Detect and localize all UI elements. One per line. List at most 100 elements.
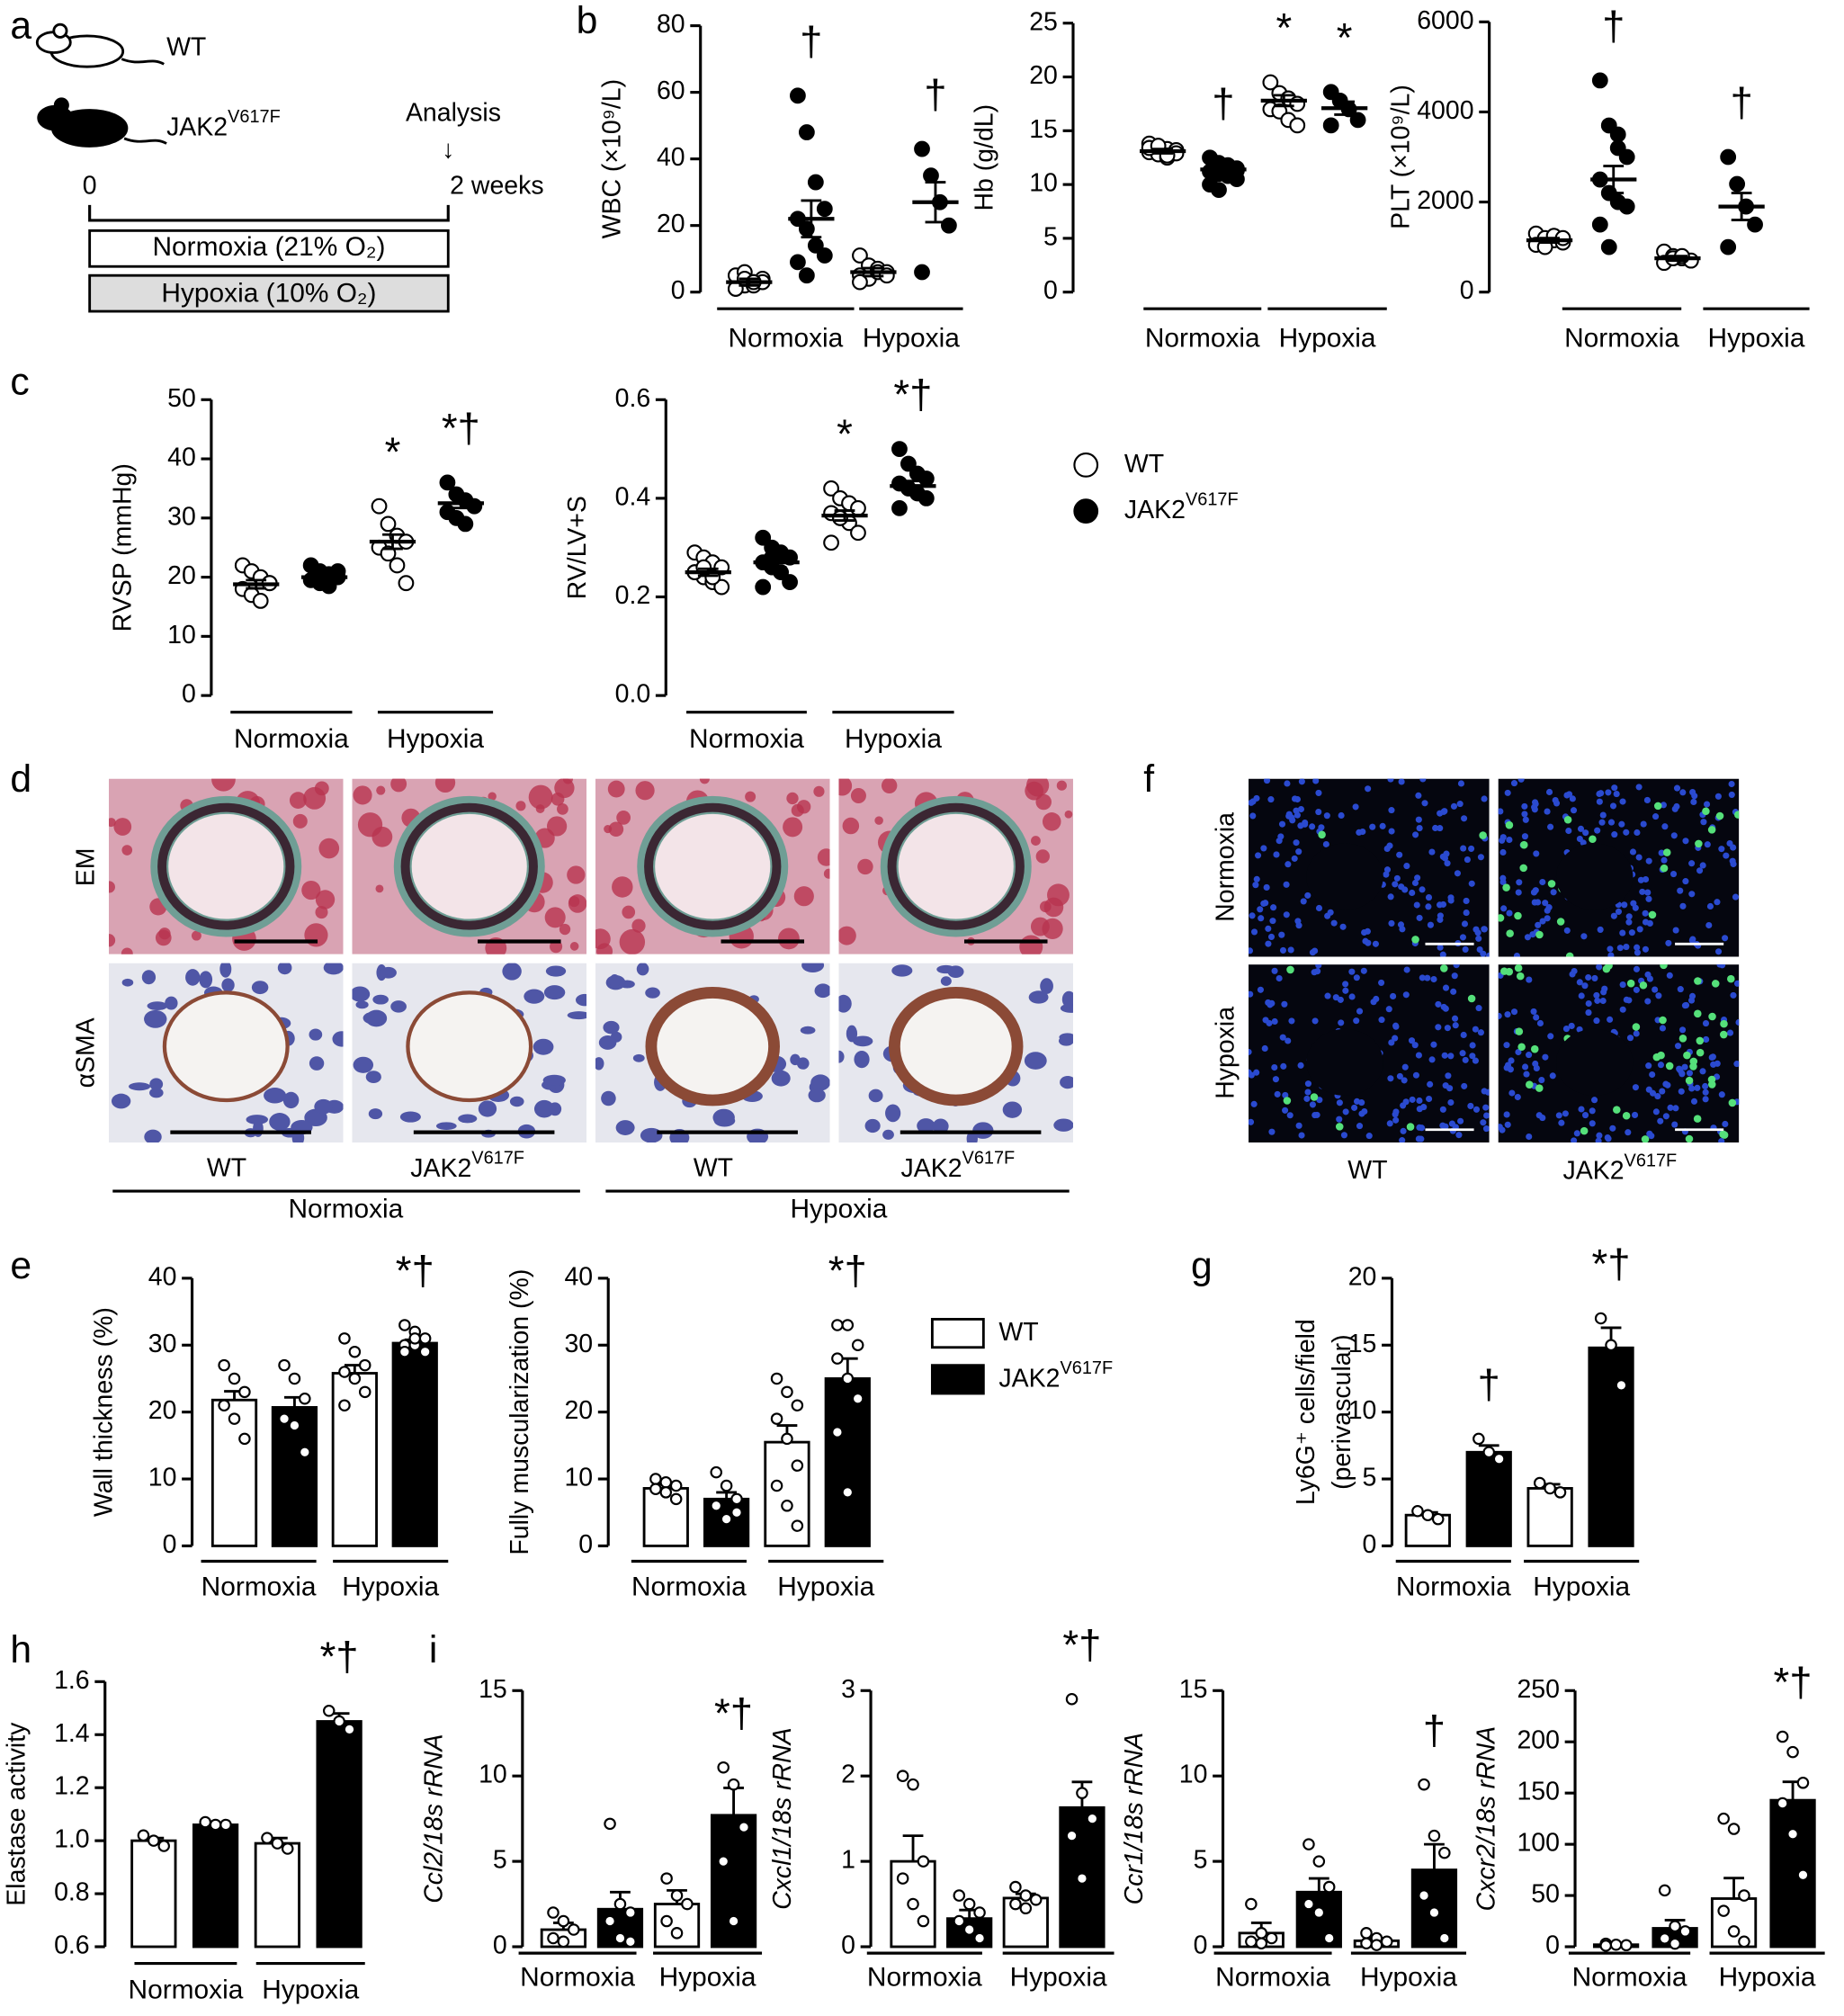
micrograph bbox=[838, 963, 1073, 1142]
nucleus bbox=[1569, 971, 1576, 978]
y-tick-label: 20 bbox=[1348, 1262, 1377, 1291]
nucleus bbox=[1249, 1048, 1252, 1055]
nucleus bbox=[800, 1026, 816, 1035]
y-tick-label: 50 bbox=[1531, 1880, 1560, 1909]
nucleus bbox=[1652, 813, 1660, 820]
group-label: Hypoxia bbox=[845, 724, 942, 754]
nucleus bbox=[632, 1053, 645, 1062]
nucleus bbox=[603, 1020, 620, 1035]
nucleus bbox=[1696, 867, 1704, 874]
cell bbox=[838, 778, 853, 796]
group-label: Normoxia bbox=[520, 1962, 635, 1992]
nucleus bbox=[1439, 1122, 1446, 1129]
data-point bbox=[408, 1332, 422, 1345]
nucleus bbox=[1304, 1080, 1311, 1088]
nucleus bbox=[1401, 1077, 1408, 1084]
nucleus bbox=[1591, 1097, 1598, 1104]
y-tick-label: 15 bbox=[1348, 1330, 1377, 1358]
data-point bbox=[1312, 1906, 1326, 1919]
nucleus bbox=[1539, 918, 1546, 925]
cell bbox=[631, 918, 646, 933]
group-label: Normoxia bbox=[1145, 323, 1260, 353]
y-tick-label: 20 bbox=[167, 561, 196, 590]
nucleus bbox=[1523, 1071, 1530, 1078]
data-point bbox=[1255, 1927, 1268, 1940]
data-point bbox=[1428, 1829, 1441, 1842]
nucleus bbox=[1522, 816, 1529, 823]
data-point bbox=[907, 1897, 919, 1911]
nucleus bbox=[1633, 1030, 1640, 1037]
nucleus bbox=[1293, 811, 1301, 819]
ly6g-cell bbox=[1728, 1098, 1737, 1107]
data-point bbox=[1605, 1339, 1617, 1352]
data-point bbox=[1322, 117, 1339, 134]
data-point bbox=[1678, 1925, 1692, 1938]
significance: *† bbox=[893, 372, 932, 417]
cell bbox=[544, 907, 566, 928]
data-point bbox=[953, 1889, 966, 1902]
cell bbox=[1025, 781, 1043, 801]
ly6g-cell bbox=[1657, 1051, 1665, 1060]
nucleus bbox=[567, 1011, 587, 1020]
nucleus bbox=[1549, 1072, 1556, 1080]
nucleus bbox=[1576, 979, 1583, 986]
error-bar bbox=[1424, 1842, 1445, 1870]
nucleus bbox=[1424, 974, 1431, 981]
nucleus bbox=[1688, 936, 1696, 944]
nucleus bbox=[1455, 1132, 1463, 1139]
nucleus bbox=[1482, 1104, 1490, 1111]
y-tick-label: 10 bbox=[148, 1464, 177, 1492]
nucleus bbox=[1547, 823, 1554, 830]
arrow: ↓ bbox=[442, 136, 454, 165]
data-point bbox=[1544, 1482, 1556, 1495]
group-label: Hypoxia bbox=[1360, 1962, 1457, 1992]
nucleus bbox=[1439, 951, 1446, 957]
data-point bbox=[730, 1492, 743, 1506]
nucleus bbox=[1297, 805, 1305, 813]
nucleus bbox=[1309, 823, 1316, 830]
nucleus bbox=[1642, 918, 1650, 926]
nucleus bbox=[1428, 1056, 1436, 1063]
nucleus bbox=[598, 1035, 617, 1050]
nucleus bbox=[1536, 1019, 1544, 1027]
ly6g-cell bbox=[1556, 918, 1565, 926]
nucleus bbox=[1249, 812, 1257, 820]
group-label: Normoxia bbox=[1564, 323, 1679, 353]
nucleus bbox=[1593, 991, 1600, 999]
nucleus bbox=[1311, 1017, 1319, 1025]
nucleus bbox=[1674, 1043, 1682, 1050]
data-point bbox=[798, 267, 815, 284]
data-point bbox=[1591, 72, 1608, 89]
nucleus bbox=[1504, 1011, 1511, 1018]
cell bbox=[1056, 780, 1067, 791]
nucleus bbox=[1499, 1126, 1506, 1133]
ly6g-cell bbox=[1580, 1126, 1589, 1135]
legend-marker bbox=[1073, 498, 1099, 524]
nucleus bbox=[355, 1000, 369, 1009]
y-tick-label: 0.6 bbox=[54, 1931, 90, 1960]
error-bar bbox=[450, 497, 471, 510]
panel-label: a bbox=[10, 4, 31, 48]
nucleus bbox=[1643, 875, 1650, 883]
nucleus bbox=[1469, 1053, 1476, 1060]
data-point bbox=[557, 1914, 570, 1928]
data-point bbox=[228, 1412, 241, 1425]
nucleus bbox=[1271, 967, 1278, 974]
data-point bbox=[816, 201, 833, 218]
nucleus bbox=[1678, 1088, 1685, 1095]
error-bar bbox=[902, 1834, 924, 1862]
nucleus bbox=[1356, 1008, 1364, 1015]
ly6g-cell bbox=[1641, 1135, 1650, 1142]
data-point bbox=[1262, 74, 1279, 91]
data-point bbox=[755, 529, 772, 546]
vessel bbox=[888, 987, 1024, 1107]
group-label: Hypoxia bbox=[1279, 323, 1376, 353]
nucleus bbox=[1655, 992, 1662, 999]
ly6g-cell bbox=[1708, 1012, 1716, 1021]
error-bar bbox=[1603, 165, 1625, 194]
data-point bbox=[380, 515, 397, 533]
nucleus bbox=[380, 966, 397, 979]
timeline bbox=[88, 204, 450, 222]
cell bbox=[1019, 935, 1043, 954]
nucleus bbox=[1699, 1068, 1706, 1075]
